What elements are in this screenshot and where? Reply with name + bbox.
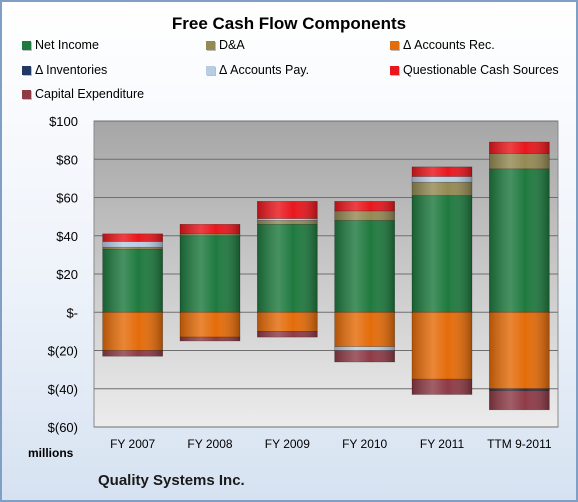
legend-item-accounts-pay: Δ Accounts Pay. bbox=[206, 63, 309, 77]
bar-segment-shading bbox=[334, 201, 395, 211]
bar-segment-shading bbox=[489, 153, 550, 169]
legend-swatch-accounts-rec bbox=[390, 41, 399, 50]
chart-title: Free Cash Flow Components bbox=[171, 14, 407, 33]
bar-segment-shading bbox=[102, 350, 163, 357]
bar-segment-shading bbox=[489, 168, 550, 313]
bar-segment-shading bbox=[412, 312, 472, 380]
legend-item-net-income: Net Income bbox=[22, 38, 99, 52]
x-tick-label: FY 2010 bbox=[342, 437, 387, 451]
bar-segment-shading bbox=[334, 350, 395, 362]
legend-swatch-capital-expenditure bbox=[22, 90, 31, 99]
legend-item-accounts-rec: Δ Accounts Rec. bbox=[390, 38, 495, 52]
legend-label: Questionable Cash Sources bbox=[403, 63, 559, 77]
y-tick-label: $40 bbox=[56, 229, 78, 244]
bar-segment-shading bbox=[102, 241, 163, 248]
legend: Net Income D&A Δ Accounts Rec. Δ Invento… bbox=[0, 38, 578, 108]
y-tick-label: $20 bbox=[56, 267, 78, 282]
legend-label: Net Income bbox=[35, 38, 99, 52]
bar-segment-shading bbox=[257, 224, 318, 313]
legend-swatch-net-income bbox=[22, 41, 31, 50]
y-tick-label: $60 bbox=[56, 191, 78, 206]
y-tick-label: $- bbox=[66, 305, 78, 320]
bar-segment-shading bbox=[257, 220, 318, 225]
bar-segment-shading bbox=[412, 176, 472, 183]
legend-label: Δ Inventories bbox=[35, 63, 108, 77]
bar-segment-shading bbox=[102, 247, 163, 250]
bar-segment-shading bbox=[334, 210, 395, 221]
y-tick-label: $80 bbox=[56, 152, 78, 167]
bar-segment-shading bbox=[102, 312, 163, 351]
bar-segment-shading bbox=[412, 195, 472, 313]
bar-segment-shading bbox=[334, 220, 395, 313]
legend-label: Δ Accounts Rec. bbox=[403, 38, 495, 52]
bar-segment-shading bbox=[180, 312, 240, 338]
x-tick-label: FY 2011 bbox=[420, 437, 465, 451]
bar-segment-shading bbox=[489, 142, 550, 154]
bar-segment-shading bbox=[102, 233, 163, 242]
legend-swatch-questionable-cash bbox=[390, 66, 399, 75]
x-tick-label: FY 2008 bbox=[187, 437, 232, 451]
bar-segment-shading bbox=[257, 218, 318, 221]
x-tick-label: FY 2007 bbox=[110, 437, 155, 451]
bar-segment-shading bbox=[334, 312, 395, 347]
bar-segment-shading bbox=[489, 388, 550, 391]
bar-segment-shading bbox=[412, 166, 472, 177]
y-tick-label: $(20) bbox=[48, 344, 78, 359]
bar-segment-shading bbox=[257, 331, 318, 338]
bar-segment-shading bbox=[180, 233, 240, 236]
legend-label: Δ Accounts Pay. bbox=[219, 63, 310, 77]
bar-segment-shading bbox=[334, 346, 395, 351]
bar-segment-shading bbox=[180, 224, 240, 234]
legend-item-questionable-cash: Questionable Cash Sources bbox=[390, 63, 559, 77]
bar-segment-shading bbox=[489, 390, 550, 410]
bar-segment-shading bbox=[412, 182, 472, 196]
bar-segment-shading bbox=[257, 201, 318, 219]
y-tick-label: $(60) bbox=[48, 420, 78, 435]
x-tick-label: TTM 9-2011 bbox=[487, 437, 552, 451]
units-label: millions bbox=[28, 446, 74, 460]
bar-segment-shading bbox=[257, 312, 318, 332]
bar-segment-shading bbox=[180, 235, 240, 313]
bar-segment-shading bbox=[180, 337, 240, 341]
company-name: Quality Systems Inc. bbox=[98, 472, 245, 489]
legend-swatch-accounts-pay bbox=[206, 66, 215, 75]
legend-swatch-inventories bbox=[22, 66, 31, 75]
legend-swatch-da bbox=[206, 41, 215, 50]
x-tick-label: FY 2009 bbox=[265, 437, 310, 451]
bar-segment-shading bbox=[412, 379, 472, 395]
bar-segment-shading bbox=[102, 249, 163, 313]
y-tick-label: $100 bbox=[49, 114, 78, 129]
legend-item-da: D&A bbox=[206, 38, 245, 52]
legend-label: D&A bbox=[219, 38, 245, 52]
legend-label: Capital Expenditure bbox=[35, 87, 145, 101]
bar-segment-shading bbox=[489, 312, 550, 389]
legend-item-capital-expenditure: Capital Expenditure bbox=[22, 87, 144, 101]
legend-item-inventories: Δ Inventories bbox=[22, 63, 107, 77]
y-tick-label: $(40) bbox=[48, 382, 78, 397]
